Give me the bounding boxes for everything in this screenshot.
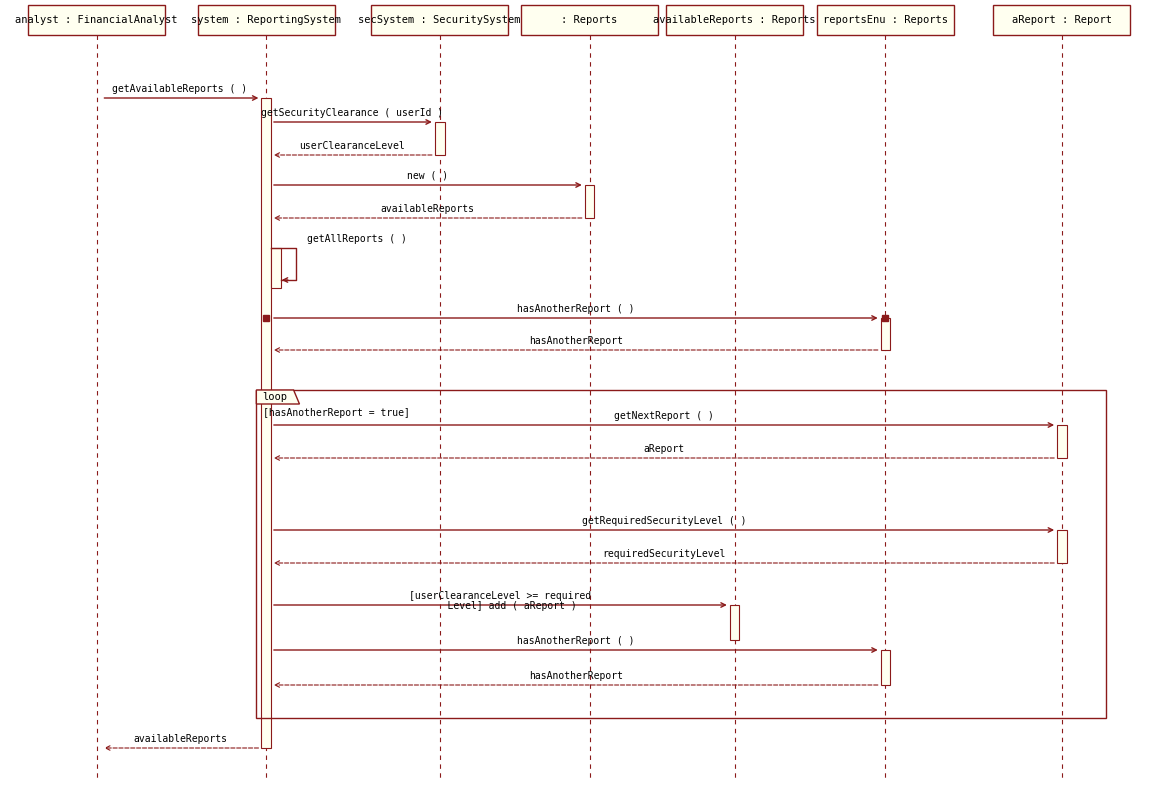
Text: userClearanceLevel: userClearanceLevel bbox=[300, 141, 405, 151]
Bar bbox=[881, 650, 891, 685]
Bar bbox=[261, 98, 271, 748]
Text: availableReports : Reports: availableReports : Reports bbox=[653, 15, 816, 25]
Bar bbox=[1057, 530, 1066, 563]
Text: availableReports: availableReports bbox=[133, 734, 227, 744]
Text: aReport : Report: aReport : Report bbox=[1012, 15, 1112, 25]
Text: secSystem : SecuritySystem: secSystem : SecuritySystem bbox=[359, 15, 520, 25]
Text: analyst : FinancialAnalyst: analyst : FinancialAnalyst bbox=[15, 15, 178, 25]
Bar bbox=[994, 5, 1131, 35]
Text: new ( ): new ( ) bbox=[407, 171, 449, 181]
Text: Level] add ( aReport ): Level] add ( aReport ) bbox=[424, 601, 577, 611]
Text: hasAnotherReport: hasAnotherReport bbox=[529, 336, 623, 346]
Text: hasAnotherReport ( ): hasAnotherReport ( ) bbox=[517, 304, 635, 314]
Bar bbox=[585, 185, 594, 218]
Text: hasAnotherReport ( ): hasAnotherReport ( ) bbox=[517, 636, 635, 646]
Bar bbox=[435, 122, 444, 155]
Bar bbox=[520, 5, 658, 35]
Text: hasAnotherReport: hasAnotherReport bbox=[529, 671, 623, 681]
Text: getRequiredSecurityLevel ( ): getRequiredSecurityLevel ( ) bbox=[582, 516, 747, 526]
Text: requiredSecurityLevel: requiredSecurityLevel bbox=[602, 549, 726, 559]
Bar bbox=[256, 390, 1106, 718]
Bar bbox=[28, 5, 165, 35]
Text: : Reports: : Reports bbox=[561, 15, 617, 25]
Bar bbox=[372, 5, 508, 35]
Text: getSecurityClearance ( userId ): getSecurityClearance ( userId ) bbox=[261, 108, 443, 118]
Bar bbox=[817, 5, 954, 35]
Bar bbox=[666, 5, 803, 35]
Text: getNextReport ( ): getNextReport ( ) bbox=[614, 411, 714, 421]
Bar bbox=[1057, 425, 1066, 458]
Text: [userClearanceLevel >= required: [userClearanceLevel >= required bbox=[410, 591, 592, 601]
Bar bbox=[881, 318, 891, 350]
Text: reportsEnu : Reports: reportsEnu : Reports bbox=[823, 15, 947, 25]
Text: availableReports: availableReports bbox=[381, 204, 474, 214]
Text: [hasAnotherReport = true]: [hasAnotherReport = true] bbox=[263, 408, 410, 418]
Bar bbox=[197, 5, 335, 35]
Bar bbox=[729, 605, 740, 640]
Text: getAllReports ( ): getAllReports ( ) bbox=[307, 234, 407, 244]
Text: getAvailableReports ( ): getAvailableReports ( ) bbox=[112, 84, 247, 94]
Text: system : ReportingSystem: system : ReportingSystem bbox=[192, 15, 342, 25]
Text: aReport: aReport bbox=[644, 444, 684, 454]
Text: loop: loop bbox=[262, 392, 287, 402]
Bar bbox=[271, 248, 280, 288]
Polygon shape bbox=[256, 390, 300, 404]
